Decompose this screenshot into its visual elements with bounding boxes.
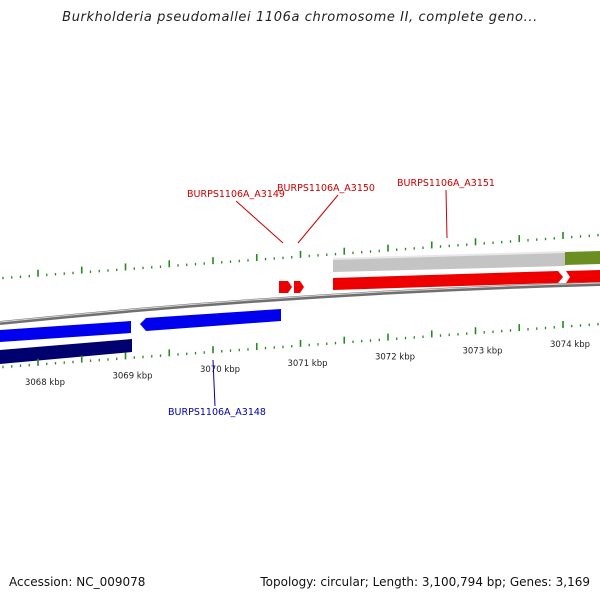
- callout-leader: [445, 189, 448, 239]
- scale-label: 3074 kbp: [550, 340, 590, 350]
- cds-forward-continuation[interactable]: [566, 270, 600, 283]
- callout-leader: [235, 200, 284, 244]
- genome-backbone-highlight: [0, 282, 600, 323]
- genome-backbone: [0, 282, 600, 325]
- callout-leader: [212, 359, 216, 407]
- cds-burps1106a-a3149[interactable]: [279, 281, 292, 293]
- cds-reverse-left[interactable]: [0, 321, 131, 342]
- forward-scale-ticks: [2, 231, 599, 280]
- gene-label-burps1106a-a3150[interactable]: BURPS1106A_A3150: [277, 183, 375, 194]
- cds-burps1106a-a3148[interactable]: [140, 309, 281, 331]
- accession-label: Accession: NC_009078: [9, 575, 146, 589]
- scale-label: 3071 kbp: [287, 359, 327, 369]
- scale-label: 3070 kbp: [200, 365, 240, 375]
- reverse-scale-ticks: [2, 320, 599, 369]
- cds-reverse-dark[interactable]: [0, 339, 132, 364]
- map-title: Burkholderia pseudomallei 1106a chromoso…: [62, 10, 538, 25]
- gene-label-burps1106a-a3151[interactable]: BURPS1106A_A3151: [397, 178, 495, 189]
- gene-label-burps1106a-a3149[interactable]: BURPS1106A_A3149: [187, 189, 285, 200]
- scale-label: 3069 kbp: [112, 371, 152, 381]
- cds-burps1106a-a3151[interactable]: [333, 271, 563, 290]
- topology-summary: Topology: circular; Length: 3,100,794 bp…: [260, 575, 590, 589]
- forward-olive-feature[interactable]: [565, 251, 600, 265]
- scale-label: 3072 kbp: [375, 353, 415, 363]
- scale-label: 3073 kbp: [462, 346, 502, 356]
- scale-label: 3068 kbp: [25, 378, 65, 388]
- gene-label-burps1106a-a3148[interactable]: BURPS1106A_A3148: [168, 407, 266, 418]
- cds-burps1106a-a3150[interactable]: [294, 281, 304, 293]
- forward-grey-feature-edge: [332, 251, 566, 260]
- scale-labels: 3068 kbp 3069 kbp 3070 kbp 3071 kbp 3072 kbp…: [25, 340, 590, 388]
- callout-leader: [297, 194, 339, 244]
- forward-grey-feature[interactable]: [333, 252, 565, 272]
